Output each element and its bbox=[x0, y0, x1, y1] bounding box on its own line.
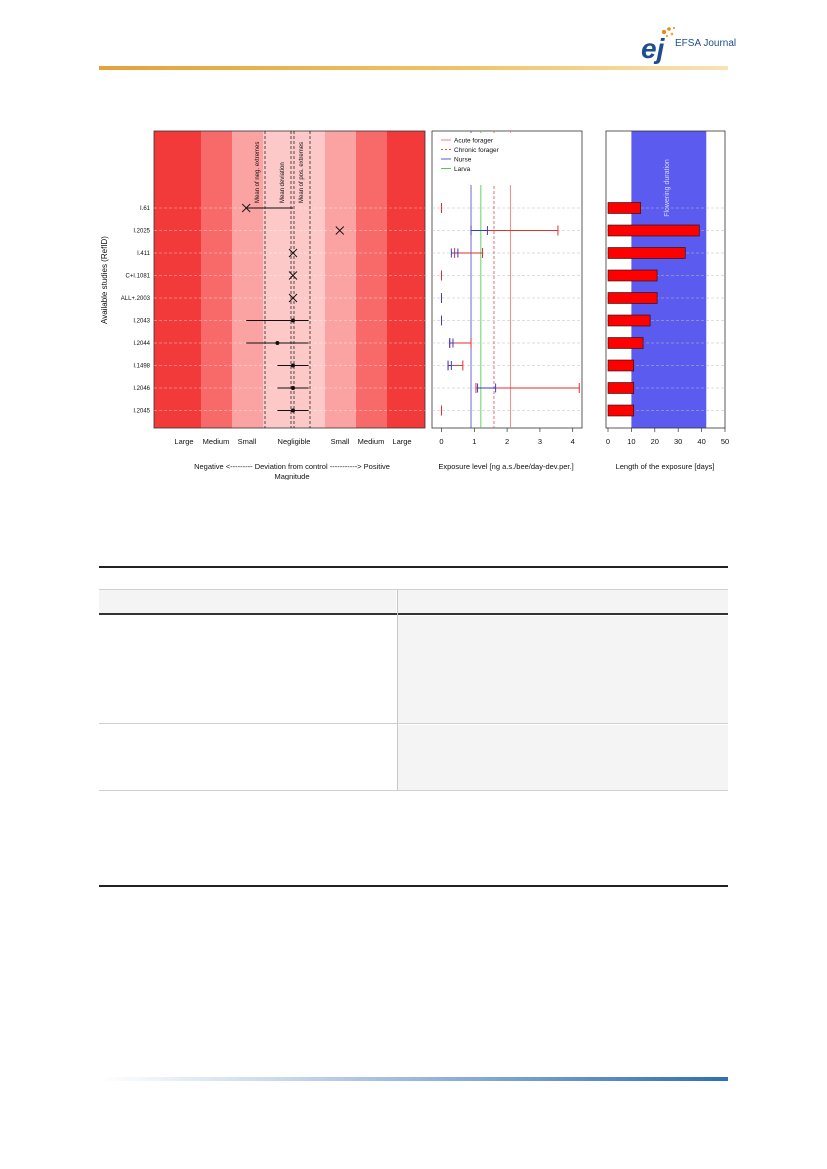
duration-bar bbox=[607, 404, 635, 417]
x-marker bbox=[335, 226, 345, 235]
magnitude-band bbox=[154, 131, 201, 428]
table-column-separator bbox=[397, 590, 398, 790]
magnitude-band bbox=[356, 131, 387, 428]
journal-name: EFSA Journal bbox=[675, 38, 737, 49]
duration-bar bbox=[607, 314, 651, 327]
legend-label: Nurse bbox=[454, 157, 472, 164]
duration-bar bbox=[607, 247, 686, 259]
x-tick-label: 3 bbox=[538, 437, 542, 446]
point-marker bbox=[291, 408, 295, 413]
reference-line-label: Mean deviation bbox=[280, 162, 286, 203]
reference-line-label: Mean of neg. extremes bbox=[255, 142, 261, 203]
duration-bar bbox=[607, 337, 644, 349]
table-cell-r1c2 bbox=[398, 616, 728, 723]
x-tick-label: 50 bbox=[721, 437, 729, 446]
x-axis-label: Length of the exposure [days] bbox=[616, 462, 715, 471]
magnitude-label: Negligible bbox=[278, 437, 311, 446]
magnitude-label: Large bbox=[174, 437, 193, 446]
table-cell-r2c2 bbox=[398, 725, 728, 790]
section-rule bbox=[99, 885, 728, 887]
study-label: I.61 bbox=[140, 206, 151, 212]
table-header-cell-1 bbox=[99, 590, 396, 613]
reference-line-label: Mean of pos. extremes bbox=[299, 142, 305, 203]
x-marker bbox=[241, 203, 251, 213]
magnitude-label: Small bbox=[238, 437, 257, 446]
magnitude-band bbox=[201, 131, 232, 428]
x-tick-label: 20 bbox=[651, 437, 659, 446]
x-tick-label: 2 bbox=[505, 437, 509, 446]
legend-label: Chronic forager bbox=[454, 147, 500, 154]
footer-rule bbox=[99, 1077, 728, 1081]
study-label: I.2045 bbox=[133, 409, 150, 415]
study-label: C+I.1081 bbox=[125, 274, 150, 280]
point-marker bbox=[291, 363, 295, 368]
duration-bar bbox=[607, 269, 658, 282]
deviation-panel: Mean of neg. extremes Mean deviation Mean … bbox=[100, 130, 426, 480]
duration-bar bbox=[607, 224, 700, 237]
x-marker bbox=[288, 293, 298, 303]
x-tick-label: 10 bbox=[627, 437, 635, 446]
table-header-cell-2 bbox=[398, 590, 728, 613]
efsa-journal-logo: ej bbox=[641, 27, 675, 64]
magnitude-label: Medium bbox=[203, 437, 230, 446]
point-marker bbox=[275, 341, 280, 345]
point-marker bbox=[291, 318, 295, 323]
legend-label: Larva bbox=[454, 166, 471, 173]
duration-panel: Flowering duration 0 10 20 30 40 50 Length of t… bbox=[605, 130, 729, 471]
table-bottom-rule bbox=[99, 790, 728, 791]
table-header-rule bbox=[99, 613, 728, 615]
header-rule bbox=[99, 66, 728, 70]
x-axis-label: Negative <--------- Deviation from contr… bbox=[194, 462, 390, 471]
duration-bar bbox=[607, 292, 658, 304]
study-label: I.2025 bbox=[133, 229, 150, 235]
x-tick-label: 40 bbox=[697, 437, 705, 446]
x-tick-label: 1 bbox=[472, 437, 476, 446]
panel-frame bbox=[605, 130, 726, 429]
x-tick-label: 0 bbox=[439, 437, 443, 446]
legend-label: Acute forager bbox=[454, 138, 494, 145]
magnitude-band bbox=[387, 131, 425, 428]
panel-frame bbox=[153, 130, 426, 429]
study-label: I.2046 bbox=[133, 386, 150, 392]
figure: Mean of neg. extremes Mean deviation Mean … bbox=[100, 130, 729, 480]
exposure-panel: Acute forager Chronic forager Nurse Larva 0 1… bbox=[431, 130, 583, 471]
y-axis-label: Available studies (RefID) bbox=[100, 236, 109, 324]
table-row-rule bbox=[99, 723, 728, 724]
study-label: I.1498 bbox=[133, 364, 150, 370]
flowering-label: Flowering duration bbox=[664, 159, 671, 217]
duration-bar bbox=[607, 382, 635, 394]
table-header-top-rule bbox=[99, 589, 728, 590]
x-marker bbox=[288, 248, 298, 258]
duration-bar bbox=[607, 202, 642, 214]
duration-bar bbox=[607, 359, 635, 372]
x-tick-label: 4 bbox=[571, 437, 575, 446]
magnitude-band bbox=[325, 131, 356, 428]
x-marker bbox=[288, 271, 298, 280]
magnitude-label: Large bbox=[392, 437, 411, 446]
point-marker bbox=[291, 386, 295, 390]
study-label: I.2044 bbox=[133, 341, 150, 347]
study-label: I.411 bbox=[137, 251, 151, 257]
svg-text:ej: ej bbox=[641, 33, 666, 64]
study-label: ALL+.2003 bbox=[121, 296, 151, 302]
magnitude-label: Medium bbox=[358, 437, 385, 446]
magnitude-label: Small bbox=[331, 437, 350, 446]
x-tick-label: 30 bbox=[674, 437, 682, 446]
x-tick-label: 0 bbox=[606, 437, 610, 446]
x-axis-label-magnitude: Magnitude bbox=[274, 472, 309, 480]
magnitude-band bbox=[232, 131, 263, 428]
x-axis-label: Exposure level [ng a.s./bee/day-dev.per.… bbox=[438, 462, 573, 471]
table-top-rule bbox=[99, 566, 728, 568]
study-label: I.2043 bbox=[133, 319, 150, 325]
